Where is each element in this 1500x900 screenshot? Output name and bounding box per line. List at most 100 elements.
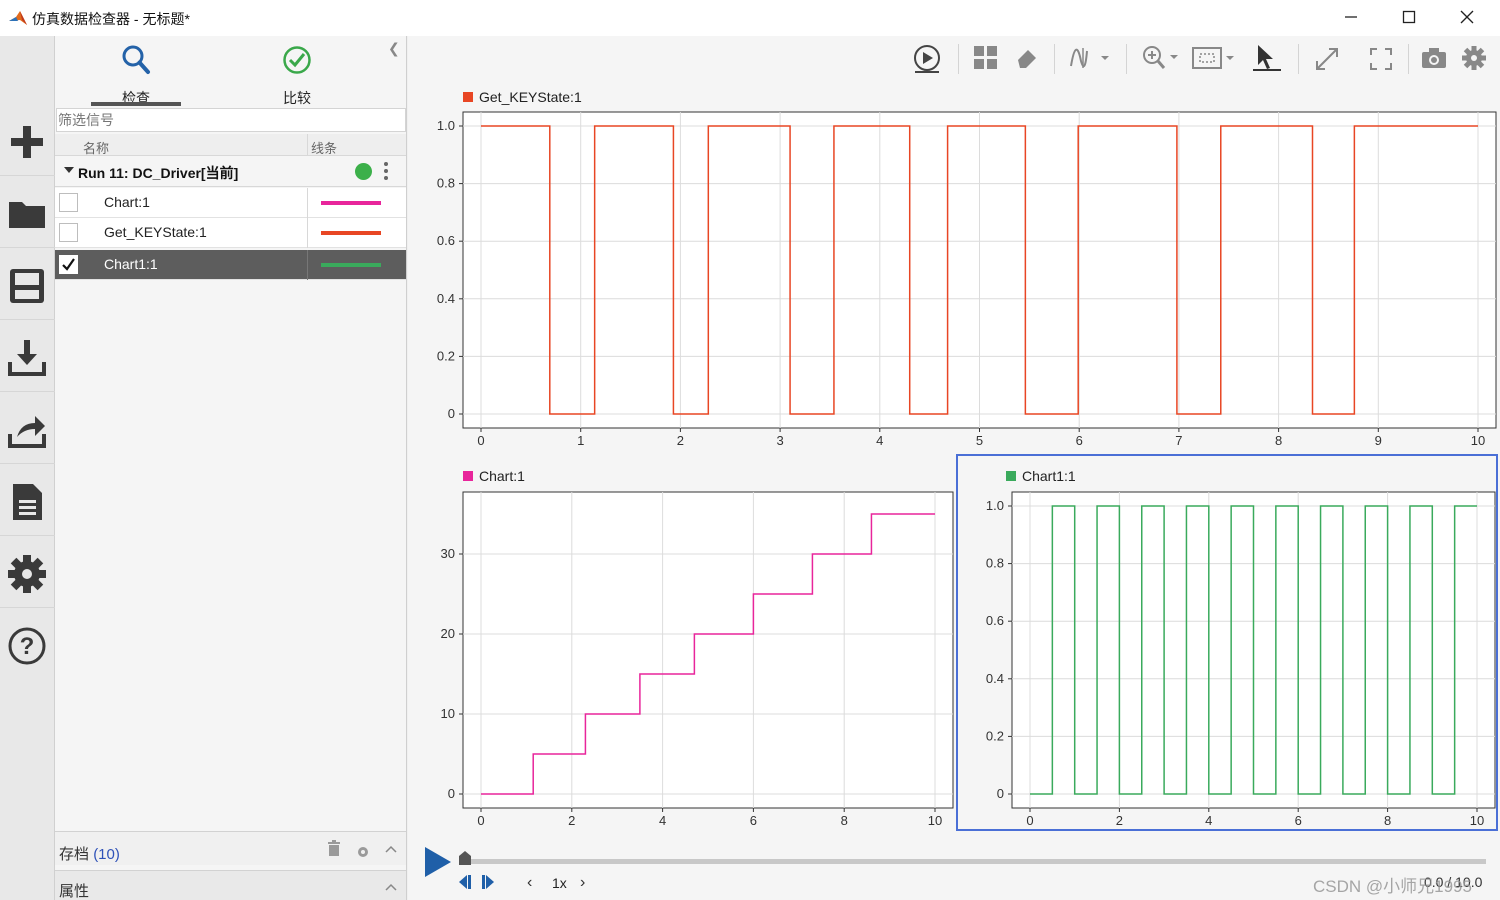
import-button[interactable] [0,322,55,392]
plot-chart[interactable]: 0 2 4 6 8 10 0 10 20 30 [400,480,960,840]
step-back-icon [459,875,471,889]
open-button[interactable] [0,178,55,248]
pointer-icon[interactable] [1252,44,1282,72]
help-button[interactable]: ? [0,610,55,680]
plot-chart1[interactable]: 0 2 4 6 8 10 0 0.2 0.4 0.6 0.8 1.0 [950,480,1500,840]
column-divider [307,134,308,156]
signal-row-chart1[interactable]: Chart1:1 [55,250,406,280]
import-icon [8,340,46,376]
matlab-logo-icon [9,11,27,25]
x-tick-label: 8 [1384,813,1391,828]
plot-legend[interactable]: Get_KEYState:1 [463,89,582,105]
export-icon [8,416,46,448]
line-style-swatch[interactable] [321,231,381,235]
gear-icon[interactable] [1462,46,1486,70]
signal-checkbox[interactable] [59,223,78,242]
report-button[interactable] [0,466,55,536]
y-tick-label: 30 [441,546,455,561]
zoom-in-icon[interactable] [1142,45,1182,71]
minimize-button[interactable] [1324,0,1380,34]
plot-get-keystate[interactable]: 0 1 2 3 4 5 6 7 8 9 10 0 0.2 0.4 0.6 0.8 1.0 [400,100,1500,460]
x-tick-label: 0 [477,813,484,828]
x-tick-label: 8 [841,813,848,828]
legend-swatch [463,92,473,102]
properties-section[interactable]: 属性 [55,870,406,900]
x-tick-label: 1 [577,433,584,448]
x-tick-label: 6 [1076,433,1083,448]
time-slider-track[interactable] [460,859,1486,864]
y-tick-label: 0.2 [437,348,455,363]
folder-icon [9,202,45,228]
camera-icon[interactable] [1421,47,1447,69]
x-tick-label: 4 [876,433,883,448]
signal-panel: 检查 比较 ❮ 名称 线条 Run 11: DC_Driver[当前] Char… [55,36,407,900]
properties-label: 属性 [59,883,90,900]
y-tick-label: 1.0 [437,118,455,133]
plot-legend[interactable]: Chart1:1 [1006,468,1076,484]
line-style-swatch[interactable] [321,201,381,205]
signal-cursor-icon[interactable] [1070,46,1110,70]
archive-count: (10) [93,846,120,863]
column-line[interactable]: 线条 [311,141,338,156]
trash-icon[interactable] [327,840,341,856]
fit-icon[interactable] [1192,46,1238,70]
legend-label: Get_KEYState:1 [479,89,582,105]
more-options-icon[interactable] [384,162,388,183]
fullscreen-icon[interactable] [1370,48,1392,70]
preferences-button[interactable] [0,538,55,608]
collapse-panel-icon[interactable]: ❮ [388,40,400,56]
chevron-up-icon[interactable] [385,883,397,891]
speed-increase-icon[interactable]: › [580,874,586,891]
watermark: CSDN @小师兄1995 [1313,877,1472,896]
save-button[interactable] [0,250,55,320]
eraser-icon[interactable] [1014,46,1038,70]
y-tick-label: 1.0 [986,498,1004,513]
y-tick-label: 0.8 [986,556,1004,571]
window-title: 仿真数据检查器 - 无标题* [32,11,190,27]
playback-controls: ‹ 1x › 0.0 / 10.0 [408,838,1500,900]
replay-icon[interactable] [912,45,942,75]
signal-row-get-keystate[interactable]: Get_KEYState:1 [55,218,406,248]
new-button[interactable] [0,106,55,176]
legend-swatch [1006,471,1016,481]
time-slider-thumb[interactable] [459,851,471,865]
signal-checkbox-checked[interactable] [59,255,78,274]
close-button[interactable] [1440,0,1496,34]
tab-inspect[interactable]: 检查 [91,42,181,108]
column-name[interactable]: 名称 [83,141,110,156]
x-tick-label: 2 [677,433,684,448]
x-tick-label: 9 [1375,433,1382,448]
y-tick-label: 0.6 [437,233,455,248]
line-style-swatch[interactable] [321,263,381,267]
signal-checkbox[interactable] [59,193,78,212]
selected-plot-frame [956,454,1498,831]
check-circle-icon [283,46,311,74]
archive-section[interactable]: 存档 (10) [55,831,406,865]
y-tick-label: 0 [448,786,455,801]
maximize-button[interactable] [1382,0,1438,34]
playback-speed[interactable]: 1x [552,875,567,891]
tab-compare[interactable]: 比较 [252,42,342,108]
caret-down-icon[interactable] [64,166,74,174]
step-icons[interactable] [458,874,498,890]
layout-grid-icon[interactable] [974,46,998,70]
export-button[interactable] [0,394,55,464]
speed-decrease-icon[interactable]: ‹ [527,874,533,891]
plot-legend[interactable]: Chart:1 [463,468,525,484]
x-tick-label: 10 [1470,813,1484,828]
y-tick-label: 20 [441,626,455,641]
filter-signals-input[interactable] [56,108,406,132]
y-tick-label: 0.6 [986,613,1004,628]
gear-icon[interactable] [356,845,370,859]
x-tick-label: 2 [568,813,575,828]
plot-axes-box [462,491,954,809]
y-tick-label: 0 [448,406,455,421]
expand-icon[interactable] [1315,47,1339,71]
signal-row-chart[interactable]: Chart:1 [55,188,406,218]
play-icon[interactable] [424,846,452,878]
chevron-up-icon[interactable] [385,845,397,853]
run-row[interactable]: Run 11: DC_Driver[当前] [55,157,406,187]
x-tick-label: 7 [1175,433,1182,448]
svg-text:?: ? [20,633,35,660]
run-label: Run 11: DC_Driver[当前] [78,165,239,181]
